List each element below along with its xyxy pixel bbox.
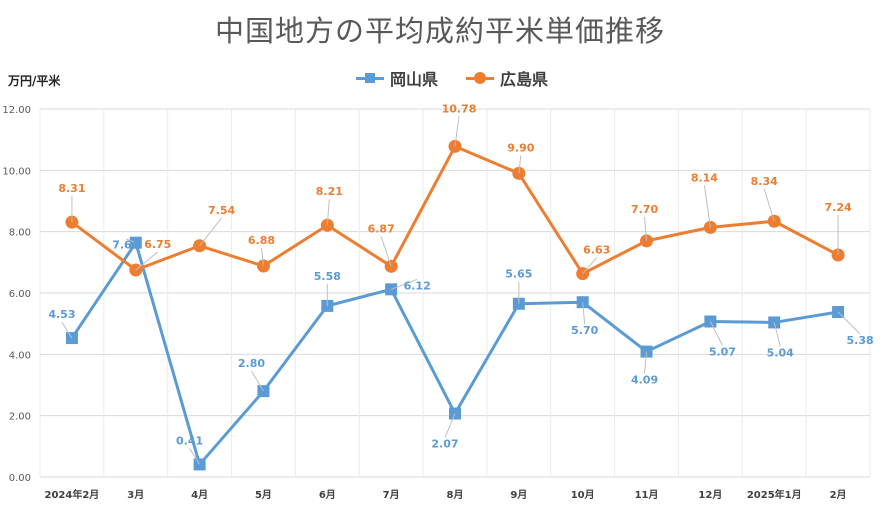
data-label: 8.14 [691,171,718,184]
data-label: 6.63 [583,244,610,257]
x-tick-label: 6月 [319,489,336,501]
label-leader-line [380,236,392,267]
legend-item-okayama: 岡山県 [356,66,438,90]
data-label: 5.07 [709,346,736,359]
data-label: 5.38 [847,334,874,347]
y-tick-label: 4.00 [9,350,31,361]
label-leader-line [61,321,73,339]
label-leader-line [644,351,648,374]
label-leader-line [251,370,264,392]
x-tick-label: 8月 [447,489,464,501]
data-label: 9.90 [507,141,534,154]
x-tick-label: 5月 [255,489,272,501]
x-tick-label: 12月 [698,489,722,501]
data-label: 8.31 [58,182,85,195]
series-line-hiroshima [71,144,839,276]
axis-labels: 0.00 2.00 4.00 6.00 8.00 10.00 12.00 2024年2月 3月 4… [2,105,846,501]
data-label: 4.53 [48,308,75,321]
x-tick-label: 7月 [383,489,400,501]
label-leader-line [518,155,522,174]
data-label: 8.34 [751,175,778,188]
y-tick-label: 6.00 [9,289,31,300]
data-label: 7.70 [631,203,658,216]
y-tick-label: 10.00 [2,166,31,177]
y-tick-label: 8.00 [9,228,31,239]
label-leader-line [703,185,711,228]
data-label: 2.80 [238,357,265,370]
data-label: 2.07 [431,438,458,451]
label-leader-line [582,257,598,275]
data-label: 10.78 [442,102,477,115]
data-label: 5.58 [314,270,341,283]
y-axis-unit-label: 万円/平米 [8,74,61,88]
legend-square-marker-icon [356,71,384,85]
chart-title: 中国地方の平均成約平米単価推移 [214,14,665,48]
legend-circle-marker-icon [466,71,495,85]
y-tick-label: 2.00 [9,412,31,423]
label-leader-line [454,116,460,147]
label-leader-line [773,322,781,347]
legend-label-hiroshima: 広島県 [500,70,549,89]
x-tick-label: 2月 [830,489,847,501]
x-tick-label: 2025年1月 [747,488,802,501]
label-leader-line [390,278,418,290]
data-label: 6.75 [144,238,171,251]
data-label: 0.41 [176,434,203,447]
data-label: 5.65 [505,268,532,281]
series-layer [65,139,845,471]
data-label: 5.04 [767,346,794,359]
label-leader-line [189,448,201,465]
data-label: 5.70 [571,324,598,337]
label-leader-line [709,321,723,346]
y-tick-label: 0.00 [9,473,31,484]
gridlines [39,108,871,478]
data-label: 7.54 [208,204,235,217]
data-label: 4.09 [631,374,658,387]
label-leader-line [763,189,775,222]
label-leader-line [444,413,456,438]
label-leader-line [135,251,159,271]
x-tick-label: 11月 [635,489,659,501]
x-tick-label: 4月 [191,489,208,501]
legend-label-okayama: 岡山県 [390,70,439,89]
y-tick-label: 12.00 [2,105,31,116]
data-label: 6.12 [404,279,431,292]
x-tick-label: 2024年2月 [45,488,100,501]
legend-item-hiroshima: 広島県 [466,66,548,90]
x-tick-label: 3月 [127,489,144,501]
x-tick-label: 9月 [510,489,527,501]
data-label: 7.24 [825,201,852,214]
data-label: 6.87 [368,222,395,235]
data-labels-layer: 4.53 7.64 0.41 2.80 5.58 6.12 2.07 5.65 5.70 4.09… [48,102,874,465]
label-leader-line [326,199,330,226]
x-tick-label: 10月 [571,489,595,501]
label-leader-line [260,247,264,267]
label-leader-line [837,311,861,335]
data-label: 6.88 [248,234,275,247]
legend: 岡山県 広島県 [356,66,548,90]
label-leader-line [125,238,136,244]
data-label: 8.21 [316,185,343,198]
label-leader-line [199,217,223,247]
data-label: 7.64 [112,239,139,252]
label-leader-line [582,302,586,325]
label-leader-line [644,216,648,241]
